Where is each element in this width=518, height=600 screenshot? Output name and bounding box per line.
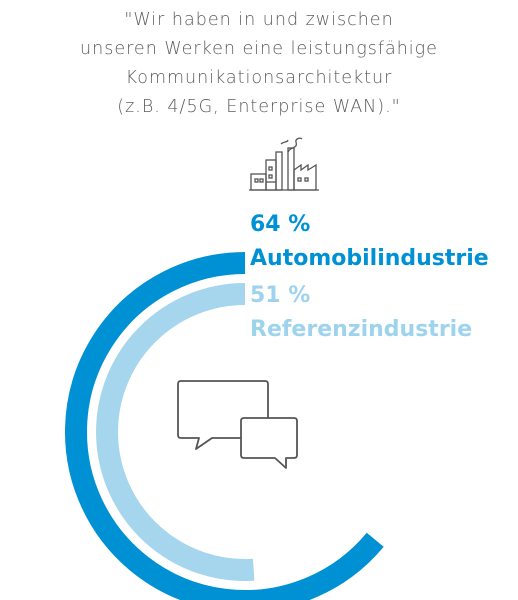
stat-automobilindustrie: 64 % Automobilindustrie [250, 208, 489, 276]
stat-referenzindustrie: 51 % Referenzindustrie [250, 279, 472, 347]
arc-referenzindustrie [96, 283, 255, 581]
chat-bubbles-icon [177, 380, 298, 469]
quote-line-2: unseren Werken eine leistungsfähige [80, 39, 438, 59]
quote-line-4: (z.B. 4/5G, Enterprise WAN)." [117, 97, 401, 117]
factory-icon [249, 137, 319, 191]
stat-referenzindustrie-label: Referenzindustrie [250, 317, 473, 342]
arc-automobilindustrie [65, 252, 384, 600]
stat-referenzindustrie-value: 51 % [250, 283, 311, 308]
stat-automobilindustrie-label: Automobilindustrie [250, 246, 489, 271]
stat-automobilindustrie-value: 64 % [250, 212, 311, 237]
quote-line-1: "Wir haben in und zwischen [124, 10, 394, 30]
quote-line-3: Kommunikationsarchitektur [125, 68, 393, 88]
survey-quote: "Wir haben in und zwischen unseren Werke… [0, 6, 518, 122]
